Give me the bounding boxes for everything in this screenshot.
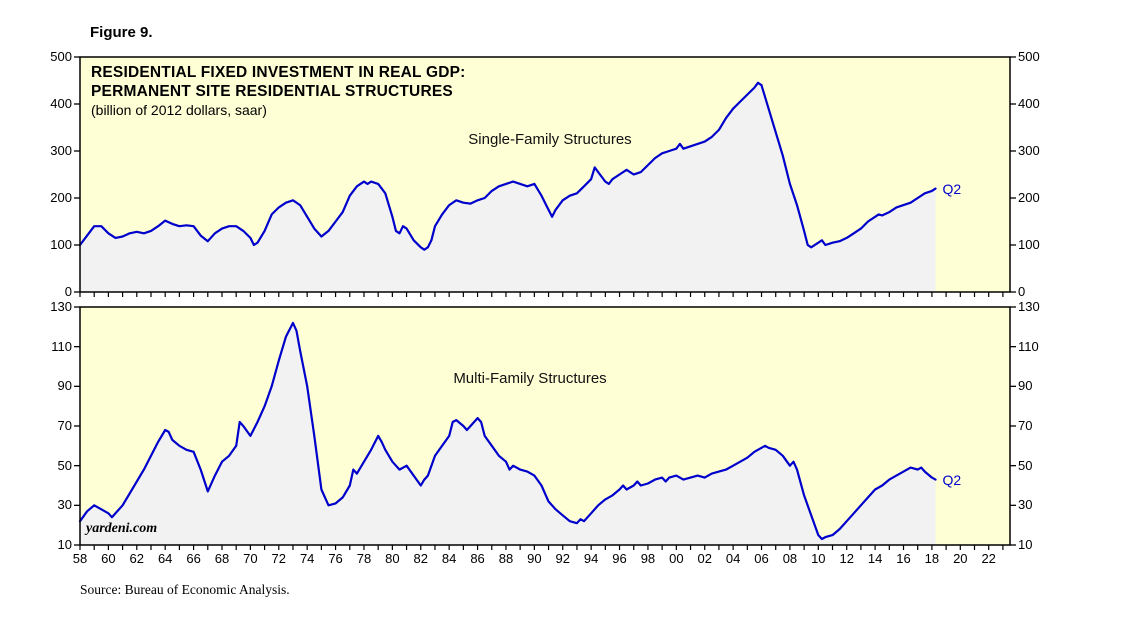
x-axis-tick-label: 02 [697, 551, 712, 566]
chart-subtitle: (billion of 2012 dollars, saar) [91, 102, 267, 118]
x-axis-tick-label: 70 [243, 551, 258, 566]
x-axis-tick-label: 16 [896, 551, 911, 566]
series-label-multi-family: Multi-Family Structures [453, 370, 607, 387]
x-axis-tick-label: 74 [299, 551, 315, 566]
x-axis-tick-label: 04 [725, 551, 741, 566]
figure-label: Figure 9. [90, 24, 153, 41]
y-axis-tick-label: 70 [1018, 418, 1033, 433]
x-axis-tick-label: 10 [811, 551, 826, 566]
y-axis-tick-label: 10 [57, 537, 72, 552]
series-end-label-single-family: Q2 [942, 180, 962, 197]
y-axis-tick-label: 100 [1018, 237, 1040, 252]
y-axis-tick-label: 50 [1018, 457, 1033, 473]
x-axis-tick-label: 80 [385, 551, 400, 566]
series-label-single-family: Single-Family Structures [468, 131, 632, 148]
x-axis-tick-label: 12 [839, 551, 854, 566]
x-axis-tick-label: 22 [981, 551, 996, 566]
x-axis-tick-label: 66 [186, 551, 201, 566]
chart-title: RESIDENTIAL FIXED INVESTMENT IN REAL GDP… [91, 63, 466, 101]
watermark-yardeni: yardeni.com [86, 521, 158, 536]
y-axis-tick-label: 130 [50, 299, 72, 314]
y-axis-tick-label: 100 [50, 237, 72, 252]
x-axis-tick-label: 72 [271, 551, 286, 566]
y-axis-tick-label: 300 [1018, 143, 1040, 158]
x-axis-tick-label: 62 [129, 551, 145, 566]
x-axis-tick-label: 98 [640, 551, 656, 566]
y-axis-tick-label: 10 [1018, 537, 1033, 552]
x-axis-tick-label: 60 [101, 551, 116, 566]
x-axis-tick-label: 58 [72, 551, 88, 566]
series-end-label-multi-family: Q2 [942, 471, 962, 488]
y-axis-tick-label: 400 [50, 96, 72, 111]
x-axis-tick-label: 64 [157, 551, 173, 566]
source-note: Source: Bureau of Economic Analysis. [80, 582, 290, 597]
y-axis-tick-label: 0 [1018, 284, 1026, 299]
x-axis-tick-label: 92 [555, 551, 570, 566]
x-axis-tick-label: 00 [669, 551, 684, 566]
y-axis-tick-label: 70 [57, 418, 72, 433]
x-axis-tick-label: 08 [782, 551, 798, 566]
y-axis-tick-label: 300 [50, 143, 72, 158]
x-axis-tick-label: 90 [527, 551, 542, 566]
x-axis-tick-label: 06 [754, 551, 769, 566]
x-axis-tick-label: 94 [583, 551, 599, 566]
y-axis-tick-label: 500 [50, 49, 72, 64]
y-axis-tick-label: 50 [57, 457, 72, 473]
x-axis-tick-label: 82 [413, 551, 428, 566]
y-axis-tick-label: 90 [57, 378, 72, 394]
x-axis-tick-label: 88 [498, 551, 514, 566]
y-axis-tick-label: 110 [51, 338, 72, 354]
x-axis-tick-label: 96 [612, 551, 627, 566]
x-axis-tick-label: 86 [470, 551, 485, 566]
chart-title-line2: PERMANENT SITE RESIDENTIAL STRUCTURES [91, 83, 453, 100]
y-axis-tick-label: 130 [1018, 299, 1040, 314]
x-axis-tick-label: 20 [953, 551, 968, 566]
x-axis-tick-label: 18 [924, 551, 940, 566]
y-axis-tick-label: 0 [64, 284, 72, 299]
y-axis-tick-label: 110 [1018, 338, 1039, 354]
x-axis-tick-label: 78 [356, 551, 372, 566]
y-axis-tick-label: 400 [1018, 96, 1040, 111]
chart-title-line1: RESIDENTIAL FIXED INVESTMENT IN REAL GDP… [91, 64, 466, 81]
x-axis-tick-label: 84 [441, 551, 457, 566]
x-axis-tick-label: 68 [214, 551, 230, 566]
y-axis-tick-label: 200 [50, 190, 72, 205]
x-axis-tick-label: 14 [867, 551, 883, 566]
y-axis-tick-label: 200 [1018, 190, 1040, 205]
y-axis-tick-label: 30 [57, 497, 72, 513]
y-axis-tick-label: 90 [1018, 378, 1033, 394]
x-axis-tick-label: 76 [328, 551, 343, 566]
y-axis-tick-label: 500 [1018, 49, 1040, 64]
y-axis-tick-label: 30 [1018, 497, 1033, 513]
